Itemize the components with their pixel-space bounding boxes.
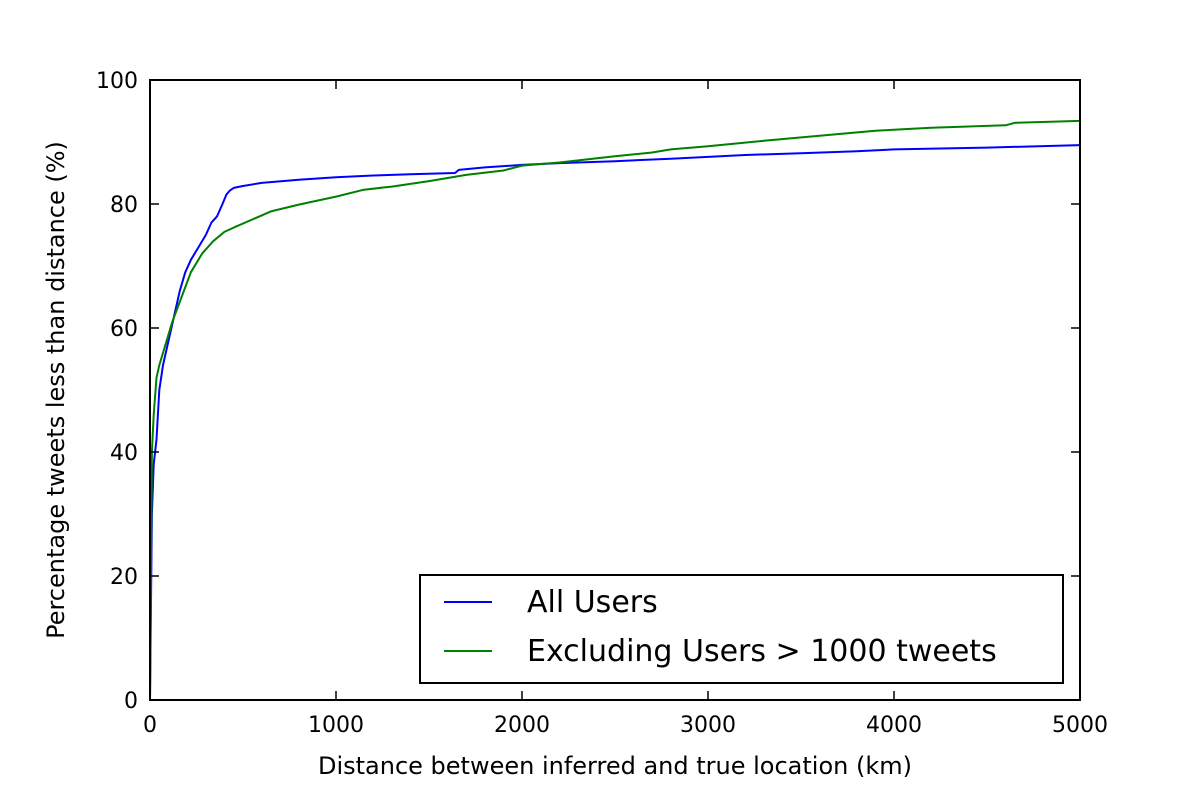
x-tick-label: 3000 [680,713,736,738]
y-tick-label: 100 [96,69,138,94]
legend-label-all-users: All Users [527,585,658,620]
y-tick-label: 20 [110,565,138,590]
y-axis-label: Percentage tweets less than distance (%) [42,141,70,639]
y-tick-label: 0 [124,689,138,714]
plot-frame [149,79,1081,701]
x-tick-label: 2000 [494,713,550,738]
x-tick-label: 5000 [1052,713,1108,738]
x-axis-label: Distance between inferred and true locat… [318,752,912,780]
x-tick-label: 0 [143,713,157,738]
y-tick-label: 80 [110,193,138,218]
x-tick-label: 1000 [308,713,364,738]
y-tick-label: 60 [110,317,138,342]
series-layer [149,119,1081,701]
legend-label-excluding-users: Excluding Users > 1000 tweets [527,634,997,669]
x-tick-label: 4000 [866,713,922,738]
ticks-layer: 0 1000 2000 3000 4000 5000 0 20 40 60 80 100 [96,69,1108,738]
legend: All Users Excluding Users > 1000 tweets [419,574,1064,684]
legend-box [419,574,1064,684]
series-line-0 [149,144,1081,701]
series-line-1 [149,119,1081,701]
y-tick-label: 40 [110,441,138,466]
